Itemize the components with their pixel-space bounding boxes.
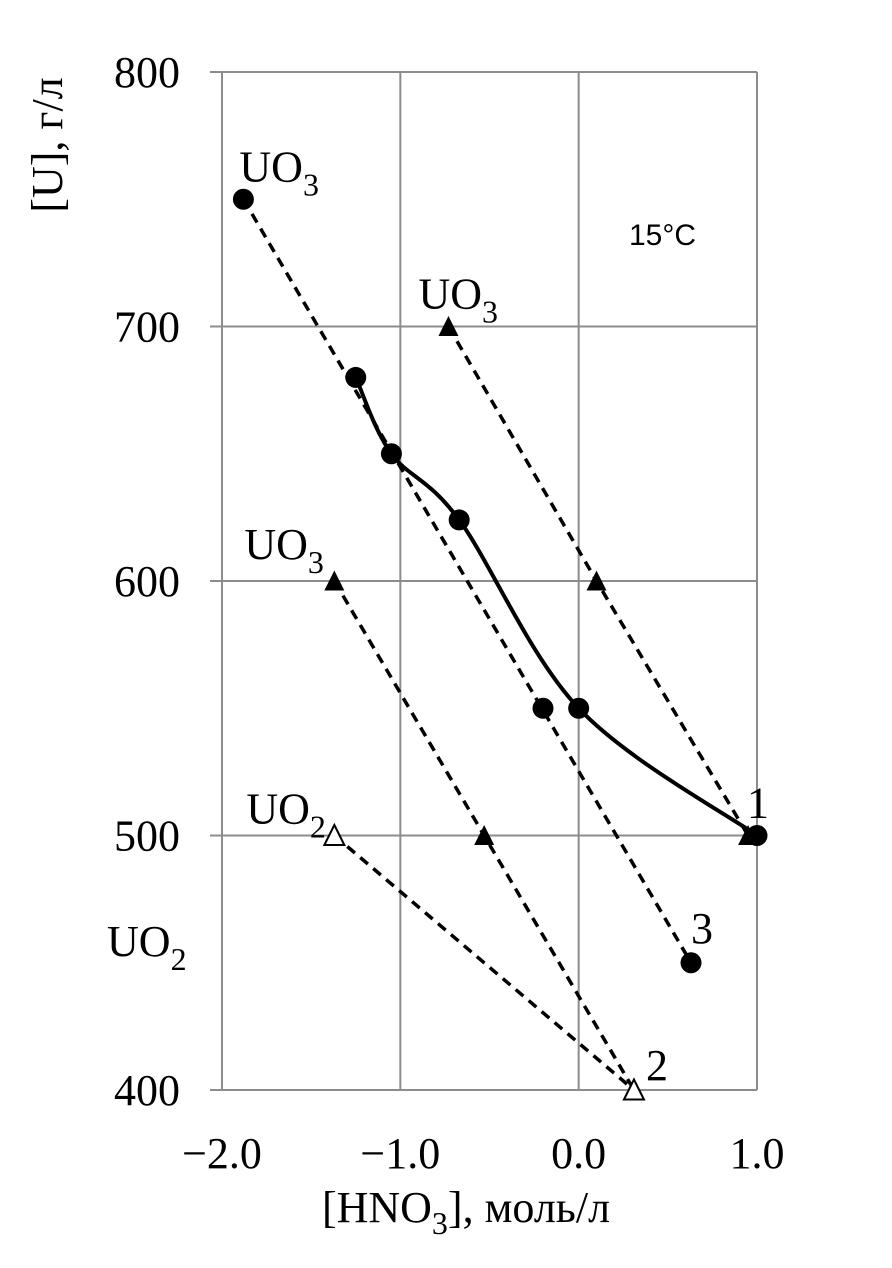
series-markers <box>232 188 768 1101</box>
data-point-triangle <box>586 570 607 591</box>
data-point-circle <box>380 443 402 465</box>
temperature-annotation: 15°C <box>629 219 696 252</box>
y-tick-label: 400 <box>114 1066 180 1115</box>
point-label: 1 <box>747 779 769 828</box>
x-axis-title: [HNO3], моль/л <box>322 1183 610 1241</box>
series-line-solid <box>353 376 759 838</box>
x-tick-label: 1.0 <box>730 1129 785 1178</box>
data-point-triangle-open <box>322 822 346 846</box>
data-point-triangle-open <box>622 1077 646 1101</box>
x-tick-label: −2.0 <box>182 1129 262 1178</box>
point-label: UO3 <box>244 520 324 580</box>
x-tick-label: −1.0 <box>360 1129 440 1178</box>
data-point-circle <box>568 697 590 719</box>
y-axis-title: [U], г/л <box>23 77 72 212</box>
data-point-circle <box>345 366 367 388</box>
point-label: UO2 <box>107 917 187 977</box>
data-point-circle <box>448 509 470 531</box>
point-label: 2 <box>646 1041 668 1090</box>
point-label: 3 <box>691 904 713 953</box>
data-point-circle <box>532 697 554 719</box>
data-point-triangle <box>324 570 345 591</box>
x-tick-label: 0.0 <box>551 1129 606 1178</box>
series-lines <box>241 198 759 1092</box>
data-point-circle <box>680 952 702 974</box>
point-label: UO3 <box>418 270 498 330</box>
y-tick-label: 600 <box>114 557 180 606</box>
y-tick-label: 700 <box>114 303 180 352</box>
data-point-triangle <box>474 825 495 845</box>
y-tick-label: 500 <box>114 812 180 861</box>
tick-labels: −2.0 −1.0 0.0 1.0 400 500 600 700 800 <box>114 48 785 1178</box>
data-point-triangle <box>438 316 459 336</box>
series-line-dashed <box>241 198 693 964</box>
y-tick-label: 800 <box>114 48 180 97</box>
series-line-dashed <box>333 834 636 1092</box>
data-point-circle <box>232 188 254 210</box>
data-point-triangle <box>738 825 759 845</box>
